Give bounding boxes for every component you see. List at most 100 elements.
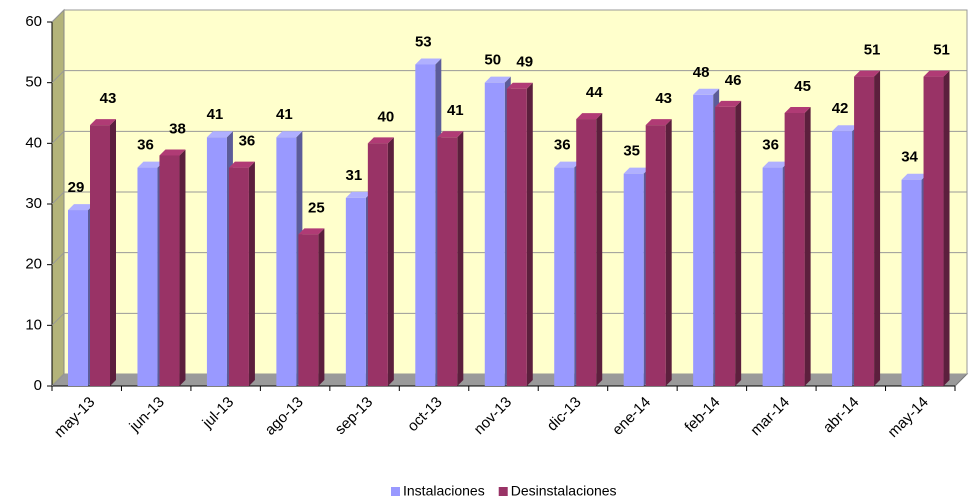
bar-side [804, 107, 811, 386]
bar-top [206, 131, 233, 138]
bar-side [179, 149, 186, 386]
bar [923, 76, 944, 386]
bar-top [923, 70, 950, 77]
bar [506, 88, 527, 386]
bar [784, 113, 805, 386]
bar-top [415, 58, 442, 65]
grid-line [51, 252, 65, 266]
legend-swatch [391, 487, 400, 496]
legend: Instalaciones Desinstalaciones [391, 483, 617, 499]
value-label: 45 [794, 78, 811, 95]
x-tick-label: mar-14 [747, 394, 793, 440]
bar-side [387, 137, 394, 386]
value-label: 36 [762, 137, 779, 154]
x-tick-label: may-13 [51, 394, 98, 441]
bar-top [576, 113, 603, 120]
bar-top [484, 76, 511, 83]
value-label: 25 [308, 199, 325, 216]
bar-top [345, 191, 372, 198]
grid-line [51, 70, 65, 84]
value-label: 41 [207, 106, 224, 123]
bar-top [228, 161, 255, 168]
x-tick-label: jul-13 [199, 394, 238, 433]
bar [715, 106, 736, 386]
grid-line [51, 191, 65, 205]
bar [437, 137, 458, 386]
bar-side [457, 131, 464, 386]
bar-top [645, 119, 672, 126]
value-label: 46 [725, 72, 742, 89]
bar-side [596, 113, 603, 387]
value-label: 43 [655, 90, 672, 107]
x-tick-label: abr-14 [820, 394, 863, 437]
x-tick-label: dic-13 [544, 394, 585, 435]
bar-side [735, 100, 742, 386]
bar-side [110, 119, 116, 386]
bar-top [159, 149, 186, 156]
grid-line [51, 130, 65, 144]
bar [137, 167, 158, 386]
bar [901, 179, 922, 386]
bar-top [554, 161, 581, 168]
value-label: 36 [554, 137, 571, 154]
y-tick-label: 60 [25, 13, 42, 30]
bar-top [762, 161, 789, 168]
bar [762, 167, 783, 386]
x-tick-label: oct-13 [404, 394, 446, 436]
value-label: 51 [933, 42, 950, 59]
bar-side [248, 161, 255, 386]
bar [554, 167, 575, 386]
value-label: 49 [516, 54, 533, 71]
y-tick-label: 50 [25, 74, 42, 91]
y-tick-label: 0 [34, 377, 42, 394]
value-label: 38 [169, 120, 186, 137]
bar-side [665, 119, 672, 386]
bar-top [276, 131, 303, 138]
bar [484, 82, 505, 387]
value-label: 29 [68, 179, 85, 196]
value-label: 43 [100, 90, 117, 107]
value-label: 41 [447, 102, 464, 119]
x-tick-label: nov-13 [471, 394, 515, 438]
bar [68, 210, 88, 386]
bar-top [367, 137, 394, 144]
grid-line [51, 312, 65, 326]
bar-side [526, 82, 533, 386]
bar [90, 125, 110, 386]
bar-top [506, 82, 533, 89]
value-label: 36 [137, 137, 154, 154]
value-label: 50 [484, 52, 501, 69]
value-label: 40 [378, 108, 395, 125]
y-tick-label: 30 [25, 195, 42, 212]
bar [576, 119, 597, 387]
bar-top [901, 173, 928, 180]
bar-top [90, 119, 116, 126]
value-label: 53 [415, 33, 432, 50]
legend-label: Instalaciones [403, 483, 485, 499]
x-tick-label: feb-14 [681, 394, 723, 436]
bar-top [298, 228, 325, 235]
legend-label: Desinstalaciones [511, 483, 617, 499]
bar [298, 234, 319, 386]
bar [854, 76, 875, 386]
bar [832, 131, 853, 386]
bar-side [874, 70, 881, 386]
bar [159, 155, 180, 386]
value-label: 31 [346, 167, 363, 184]
bar-top [784, 107, 811, 113]
bar-top [68, 204, 94, 211]
x-tick-label: ene-14 [609, 394, 654, 439]
x-tick-label: ago-13 [262, 394, 307, 439]
bar-side [943, 70, 950, 386]
bar-top [137, 161, 164, 168]
bar-top [832, 125, 859, 132]
value-label: 42 [832, 100, 849, 117]
value-label: 44 [586, 84, 603, 101]
bar-top [437, 131, 464, 138]
bar-side [318, 228, 325, 386]
bar-top [623, 167, 650, 174]
legend-swatch [498, 487, 508, 496]
x-tick-label: may-14 [885, 394, 932, 441]
y-tick-label: 20 [25, 256, 42, 273]
grid-line [51, 9, 65, 23]
